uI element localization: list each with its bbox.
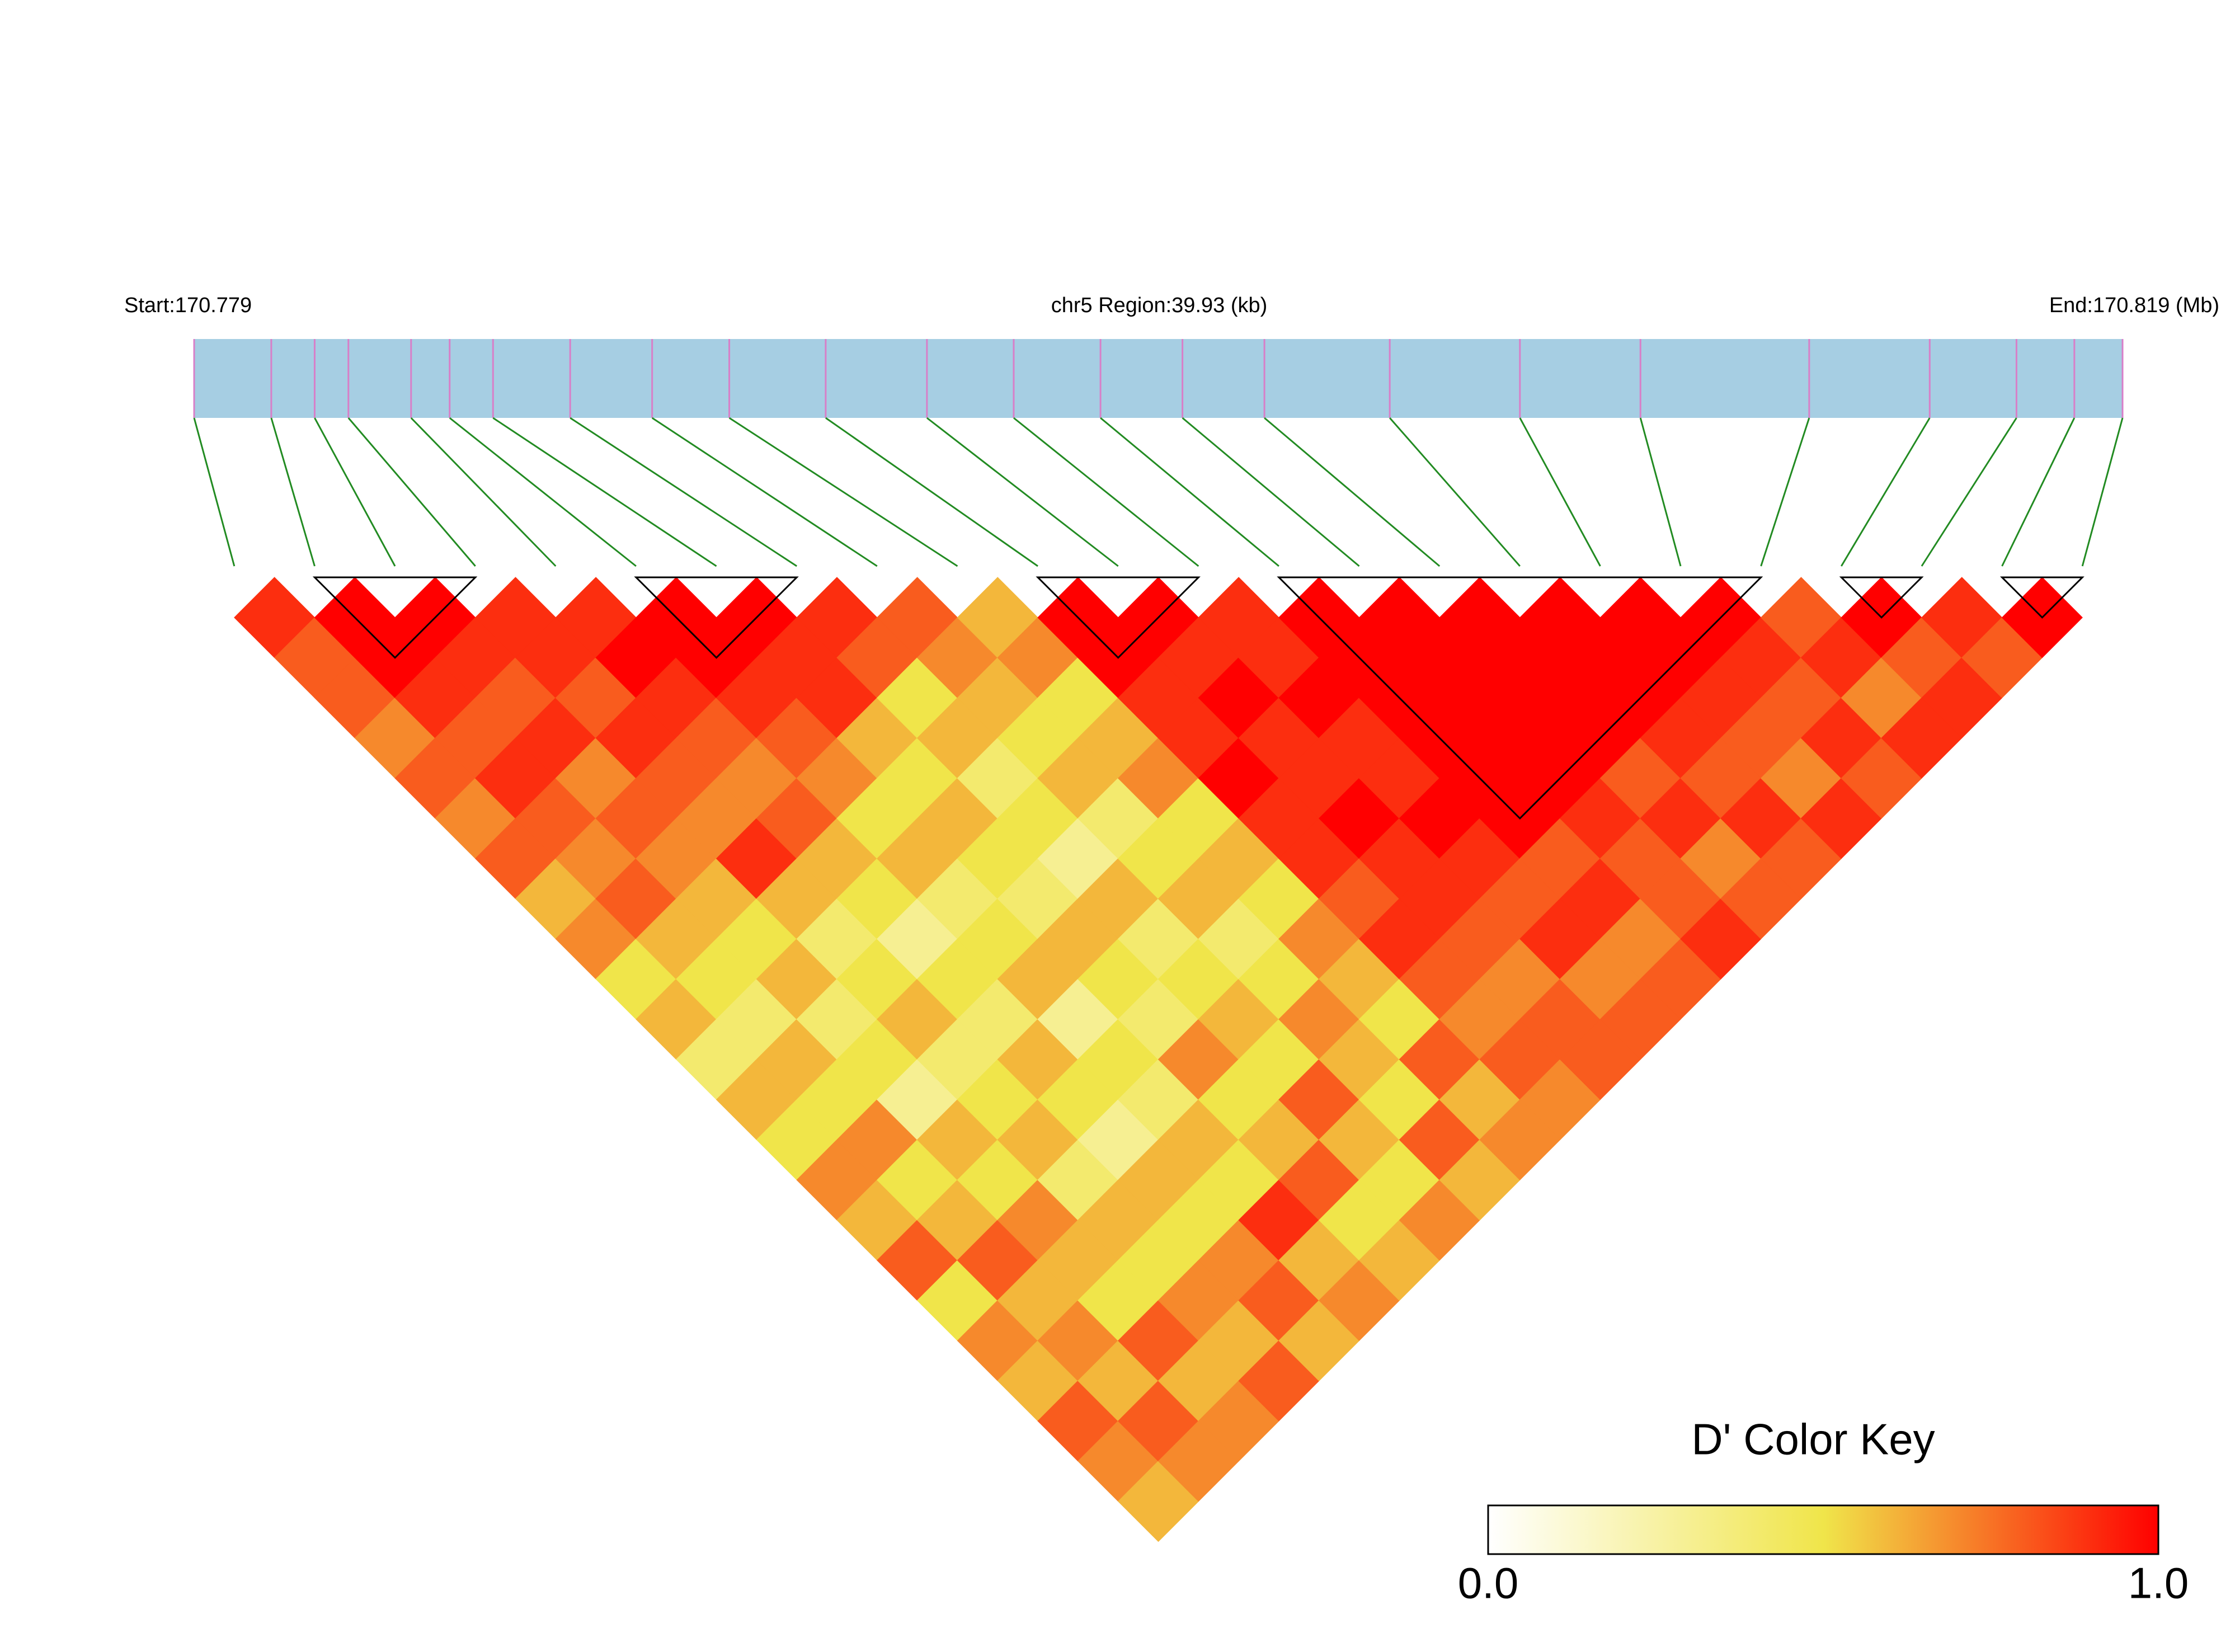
key-tick-label: 0.0 xyxy=(1458,1559,1518,1608)
snp-connector xyxy=(2081,417,2124,567)
ld-block xyxy=(1999,576,2085,619)
snp-connector xyxy=(1100,417,1279,567)
snp-connector xyxy=(314,417,396,567)
start-label: Start:170.779 xyxy=(124,294,252,317)
end-label: End:170.819 (Mb) xyxy=(2049,294,2219,317)
snp-connector xyxy=(1519,417,1601,567)
snp-connector xyxy=(1013,417,1199,567)
snp-connector xyxy=(651,417,878,567)
snp-connector xyxy=(926,417,1119,567)
snp-connector xyxy=(570,417,798,567)
snp-connector xyxy=(1389,417,1521,567)
ld-block xyxy=(634,576,799,659)
snp-connector xyxy=(1182,417,1360,567)
snp-connector xyxy=(728,417,958,567)
snp-connector xyxy=(270,417,316,567)
ld-block xyxy=(1839,576,1924,619)
ld-block xyxy=(1277,576,1763,820)
snp-connector xyxy=(193,417,236,567)
snp-connector xyxy=(1841,417,1931,567)
snp-connector xyxy=(492,417,717,567)
snp-connector xyxy=(410,417,557,567)
color-key xyxy=(1487,1504,2159,1555)
snp-connector xyxy=(1760,417,1810,567)
ld-block xyxy=(1036,576,1201,659)
snp-connector xyxy=(2001,417,2076,567)
key-title: D' Color Key xyxy=(1691,1415,1935,1464)
snp-connector xyxy=(1639,417,1682,567)
region-label: chr5 Region:39.93 (kb) xyxy=(1051,294,1268,317)
snp-connector xyxy=(825,417,1038,567)
snp-connector xyxy=(449,417,637,567)
ld-block xyxy=(312,576,478,659)
snp-connector xyxy=(347,417,476,567)
key-tick-label: 1.0 xyxy=(2128,1559,2189,1608)
chromosome-bar xyxy=(194,339,2123,418)
snp-connector xyxy=(1264,417,1441,567)
snp-connector xyxy=(1921,417,2017,567)
